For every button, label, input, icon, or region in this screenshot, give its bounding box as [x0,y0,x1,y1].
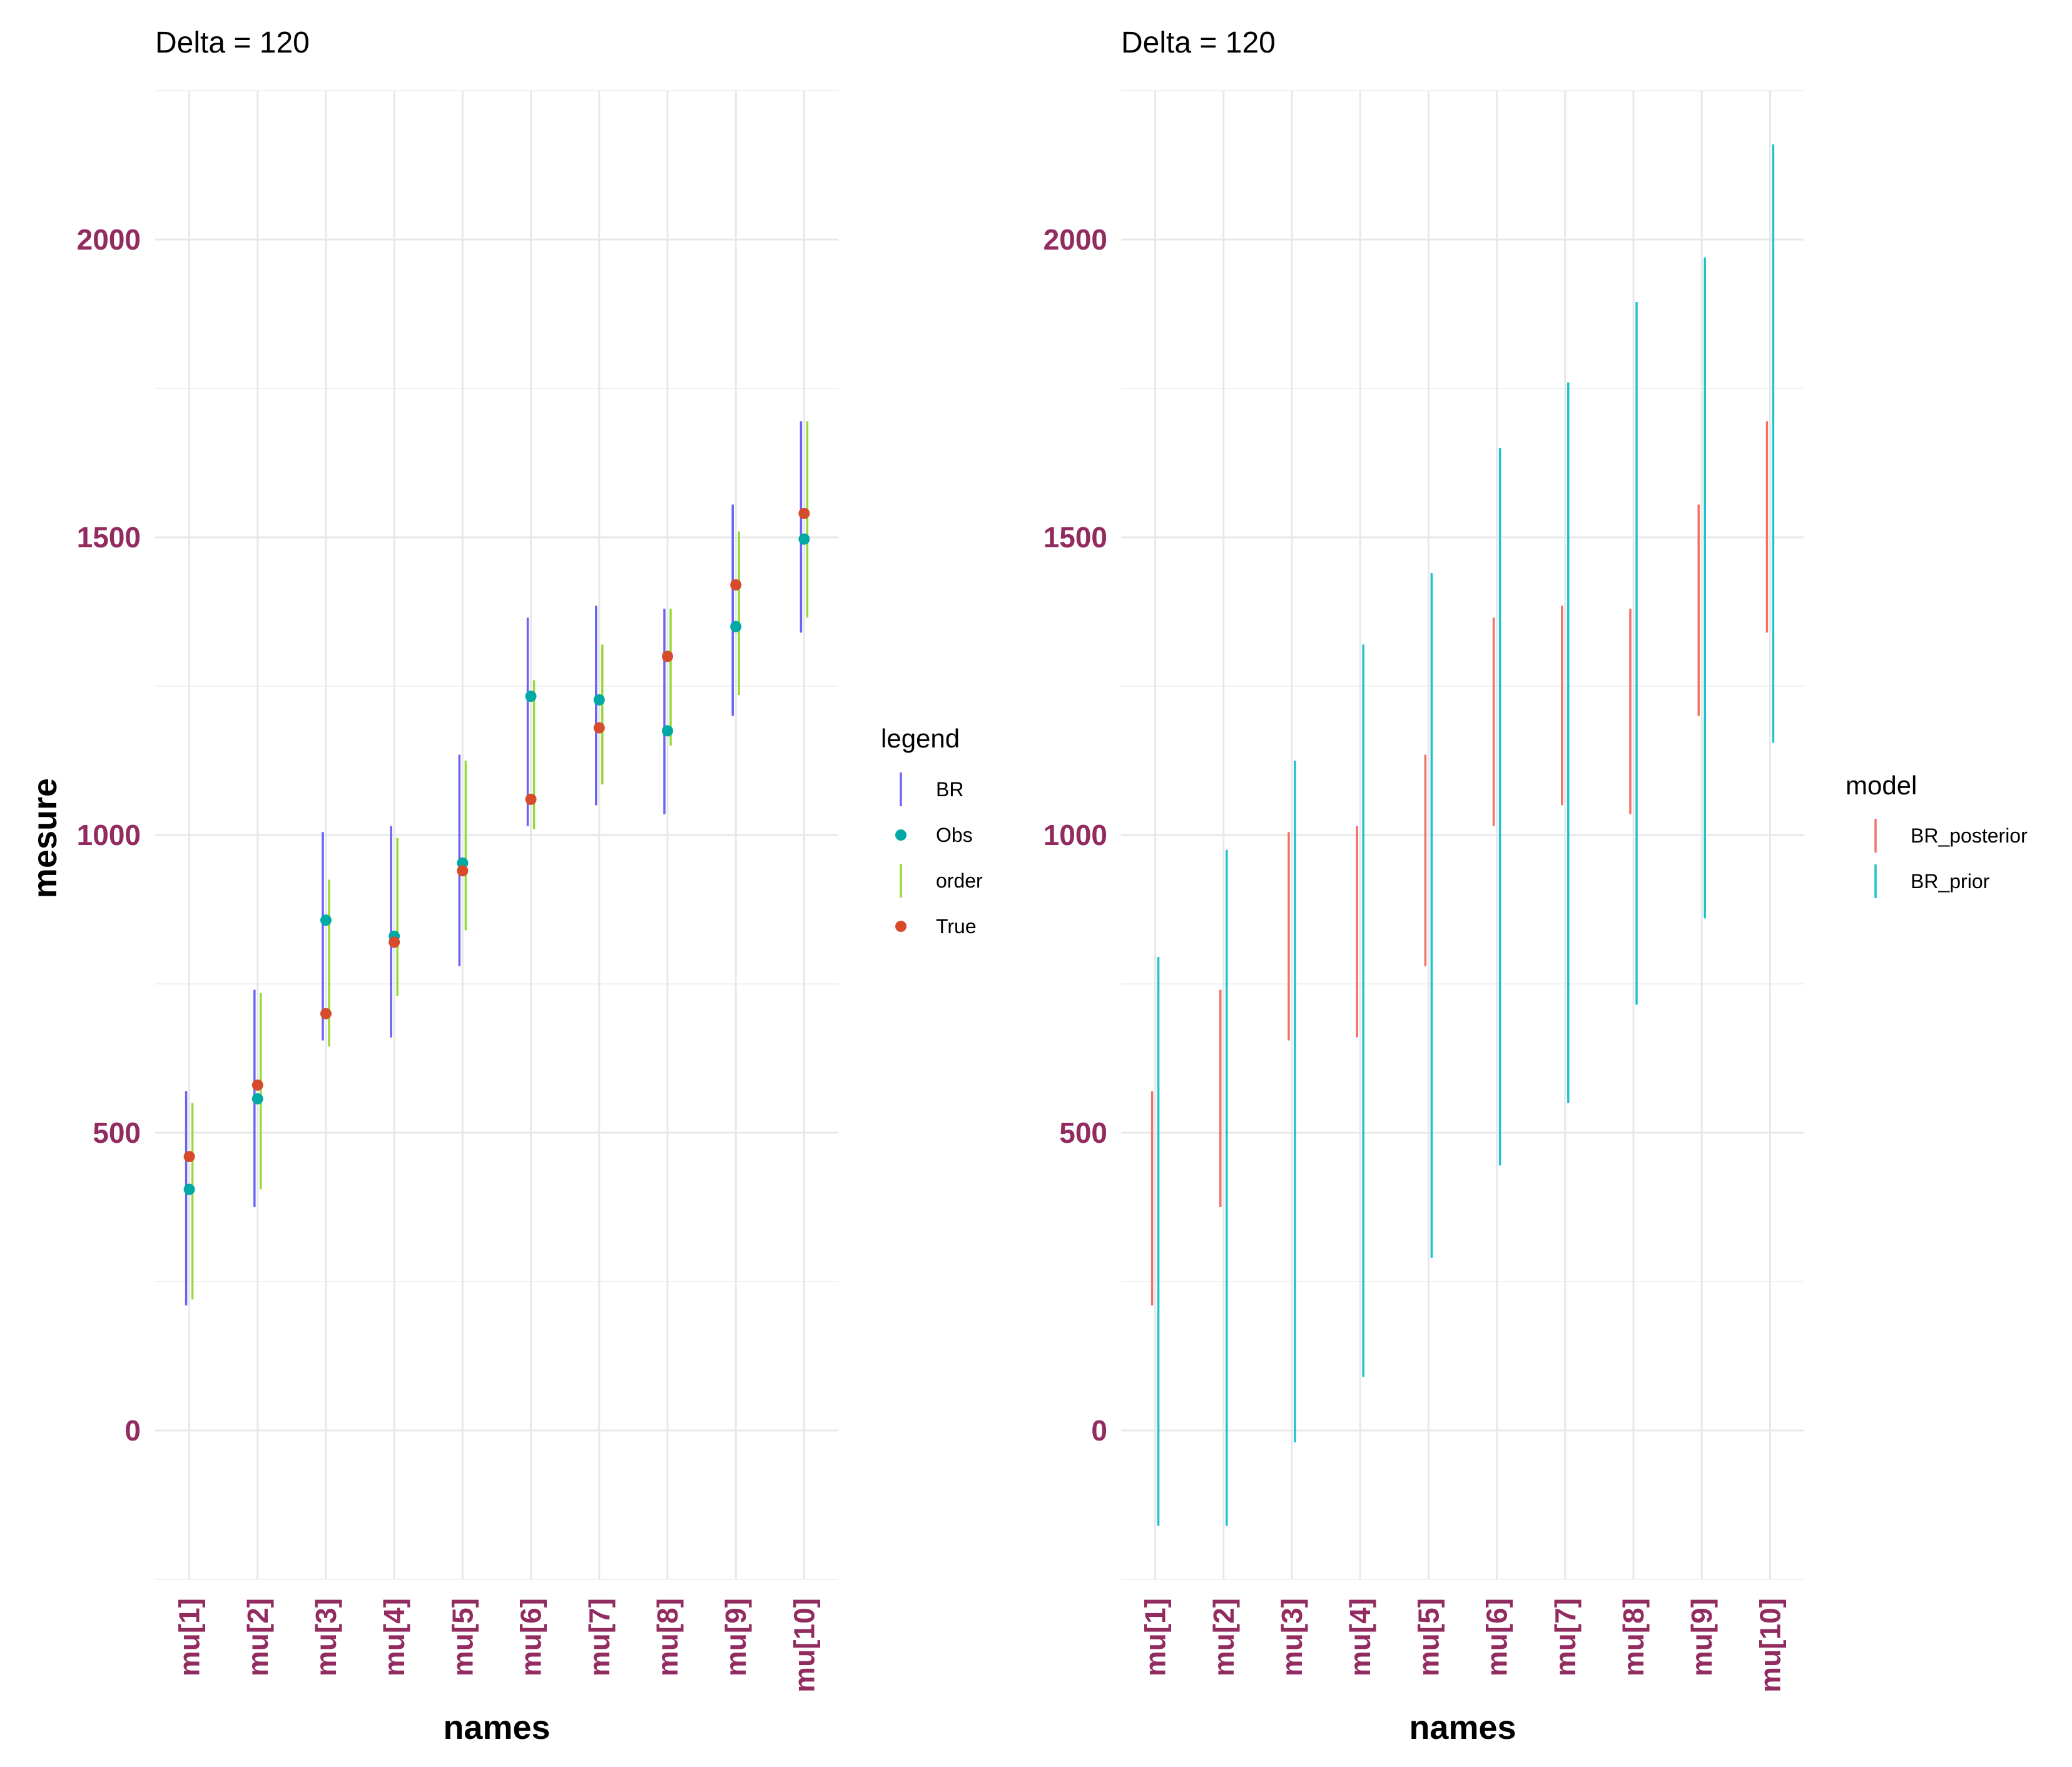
x-tick-label: mu[7] [583,1598,616,1676]
obs-point [730,620,742,632]
right-panel-title: Delta = 120 [1121,26,1276,59]
right-panel-legend: model BR_posterior BR_prior [1846,771,2028,898]
x-tick-label: mu[9] [1685,1598,1718,1676]
obs-point [457,857,469,869]
true-point [457,865,469,877]
left-panel-x-axis-title: names [443,1709,550,1746]
obs-point [798,533,810,545]
true-point [525,793,537,805]
x-tick-label: mu[5] [1412,1598,1445,1676]
left-panel-legend: legend BR Obs order True [881,724,983,938]
x-tick-label: mu[8] [651,1598,684,1676]
obs-point [525,691,537,702]
obs-point [320,914,332,926]
left-panel-grid [155,90,838,1580]
br-posterior-legend-label: BR_posterior [1911,824,2028,847]
x-tick-label: mu[2] [1207,1598,1240,1676]
obs-point [593,694,605,706]
right-panel-marks [1150,144,1775,1526]
true-point [183,1151,195,1163]
y-tick-label: 500 [93,1116,141,1149]
true-point [388,936,400,948]
y-tick-label: 1000 [1044,819,1107,851]
x-tick-label: mu[9] [719,1598,752,1676]
legend-title: model [1846,771,1917,800]
x-tick-label: mu[3] [1276,1598,1308,1676]
x-tick-label: mu[4] [1344,1598,1376,1676]
true-point [320,1008,332,1020]
x-tick-label: mu[5] [446,1598,479,1676]
x-tick-label: mu[4] [378,1598,410,1676]
x-tick-label: mu[10] [788,1598,820,1693]
order-legend-label: order [936,869,983,892]
y-tick-label: 2000 [1044,223,1107,256]
right-panel-x-axis-title: names [1409,1709,1516,1746]
left-panel-y-axis-title: mesure [26,778,64,898]
obs-legend-label: Obs [936,824,973,846]
x-tick-label: mu[1] [173,1598,206,1676]
true-legend-key [895,921,906,932]
br-prior-legend-label: BR_prior [1911,870,1990,893]
y-tick-label: 1000 [77,819,141,851]
obs-legend-key [895,829,906,841]
true-point [593,722,605,734]
x-tick-label: mu[2] [241,1598,274,1676]
left-panel-y-tick-labels: 0 500 1000 1500 2000 [77,223,141,1447]
right-panel-grid [1121,90,1804,1580]
true-point [662,651,673,662]
right-panel-y-tick-labels: 0 500 1000 1500 2000 [1044,223,1107,1447]
obs-point [251,1093,263,1105]
true-point [730,579,742,591]
true-point [251,1079,263,1091]
br-legend-label: BR [936,778,963,801]
legend-title: legend [881,724,960,753]
obs-point [183,1183,195,1195]
y-tick-label: 1500 [77,521,141,554]
left-panel-x-tick-labels: mu[1] mu[2] mu[3] mu[4] mu[5] mu[6] mu[7] mu[8]… [173,1598,821,1693]
left-panel-marks [183,421,810,1306]
obs-point [662,725,673,737]
y-tick-label: 0 [124,1414,141,1447]
left-panel-title: Delta = 120 [155,26,310,59]
y-tick-label: 500 [1059,1116,1107,1149]
right-panel-x-tick-labels: mu[1] mu[2] mu[3] mu[4] mu[5] mu[6] mu[7] mu[8]… [1139,1598,1787,1693]
y-tick-label: 2000 [77,223,141,256]
x-tick-label: mu[7] [1549,1598,1582,1676]
x-tick-label: mu[6] [1481,1598,1513,1676]
x-tick-label: mu[3] [310,1598,342,1676]
x-tick-label: mu[6] [515,1598,547,1676]
true-point [798,507,810,519]
x-tick-label: mu[1] [1139,1598,1172,1676]
y-tick-label: 1500 [1044,521,1107,554]
y-tick-label: 0 [1091,1414,1107,1447]
x-tick-label: mu[10] [1754,1598,1786,1693]
x-tick-label: mu[8] [1617,1598,1650,1676]
true-legend-label: True [936,915,977,938]
